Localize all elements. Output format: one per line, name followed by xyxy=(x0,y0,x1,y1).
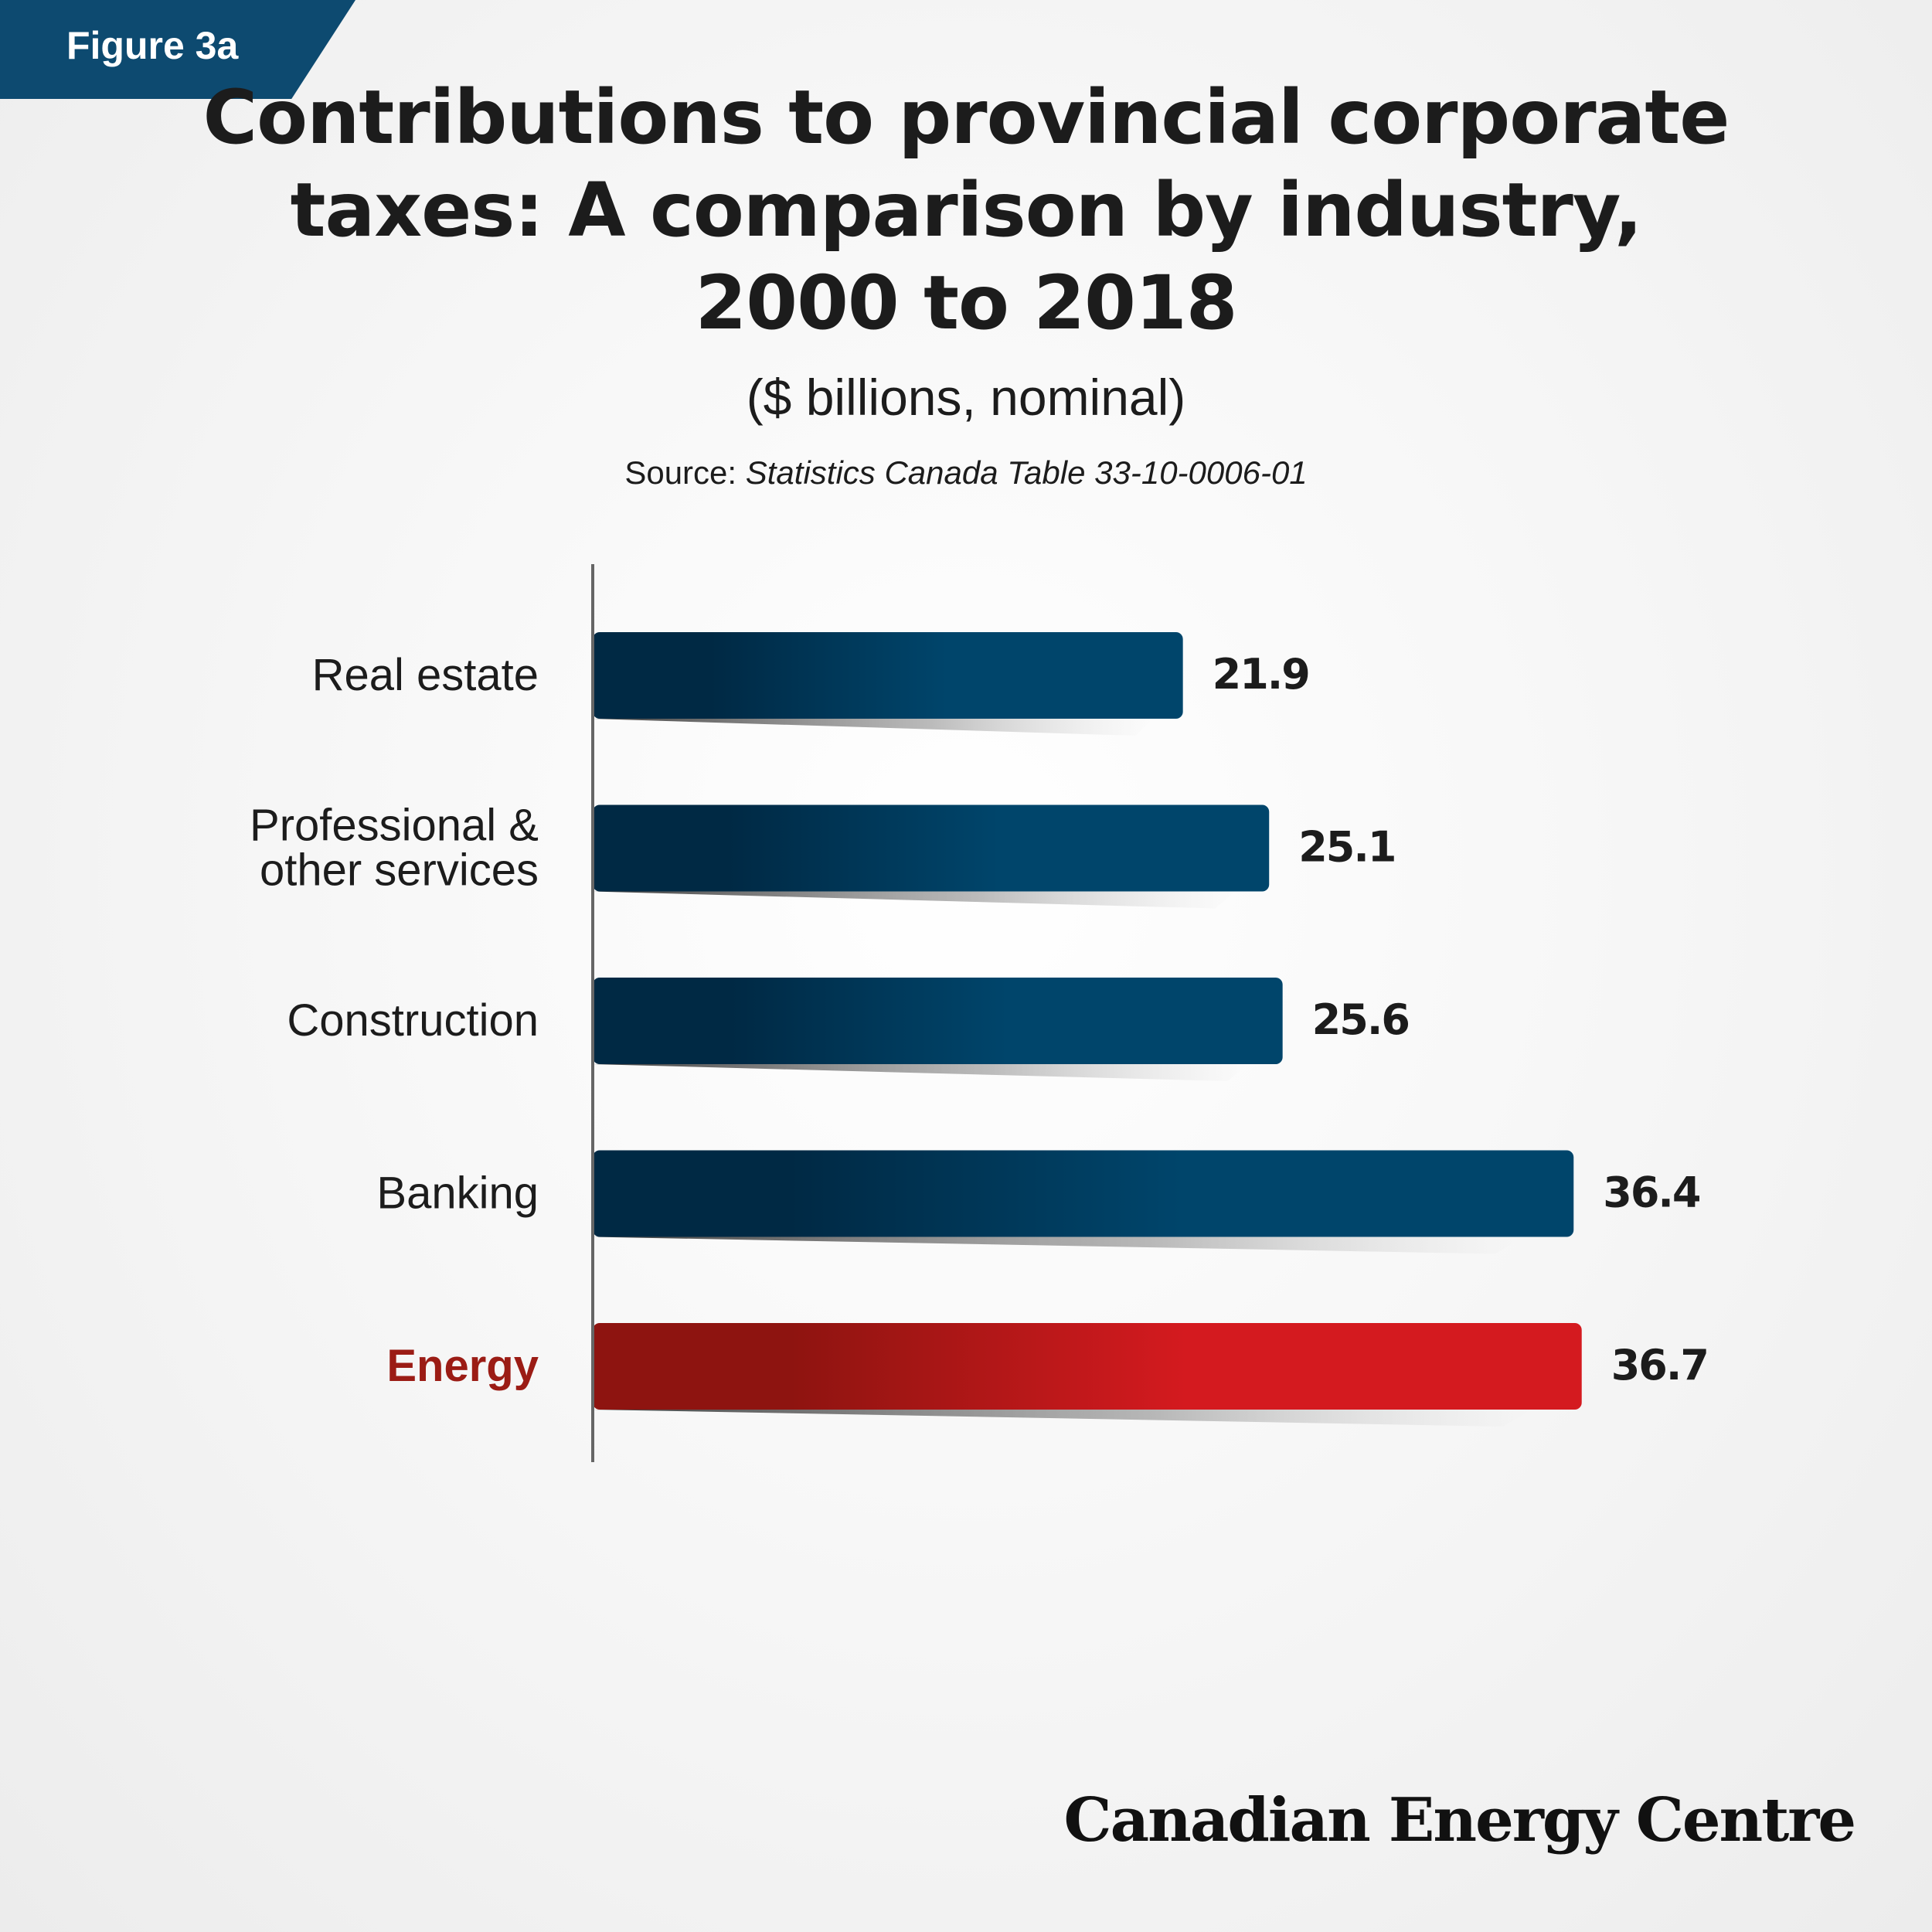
bar-value-label: 25.6 xyxy=(1312,995,1409,1044)
source-note: Source: Statistics Canada Table 33-10-00… xyxy=(193,454,1739,492)
figure-label: Figure 3a xyxy=(66,24,239,67)
figure-badge: Figure 3a xyxy=(0,0,355,99)
brand-logo: Canadian Energy Centre xyxy=(1063,1785,1856,1855)
bar-shadow xyxy=(593,719,1154,736)
bar-shadow xyxy=(593,1410,1532,1427)
category-label: Professional & other services xyxy=(250,801,539,896)
source-value: Statistics Canada Table 33-10-0006-01 xyxy=(745,454,1308,491)
category-label: Construction xyxy=(287,995,539,1046)
bar-shadow xyxy=(593,891,1236,909)
bar-value-label: 36.7 xyxy=(1611,1341,1708,1389)
bar-shadow xyxy=(593,1236,1525,1254)
chart-title: Contributions to provincial corporate ta… xyxy=(202,74,1730,346)
source-prefix: Source: xyxy=(624,454,746,491)
bar xyxy=(593,1150,1574,1237)
bar-value-label: 36.4 xyxy=(1603,1168,1700,1217)
bar xyxy=(593,632,1183,719)
category-label: Energy xyxy=(386,1341,539,1391)
bar-shadow xyxy=(593,1064,1249,1081)
category-label: Real estate xyxy=(312,650,539,700)
bar-chart: 21.9 Real estate 25.1 Professional & other s… xyxy=(250,564,1709,1462)
bar xyxy=(593,804,1270,892)
category-label: Banking xyxy=(376,1168,539,1219)
bar-value-label: 21.9 xyxy=(1213,650,1309,699)
chart-subtitle: ($ billions, nominal) xyxy=(746,369,1186,426)
bar-value-label: 25.1 xyxy=(1298,823,1395,872)
bar xyxy=(593,978,1283,1064)
bar-energy xyxy=(593,1323,1582,1410)
